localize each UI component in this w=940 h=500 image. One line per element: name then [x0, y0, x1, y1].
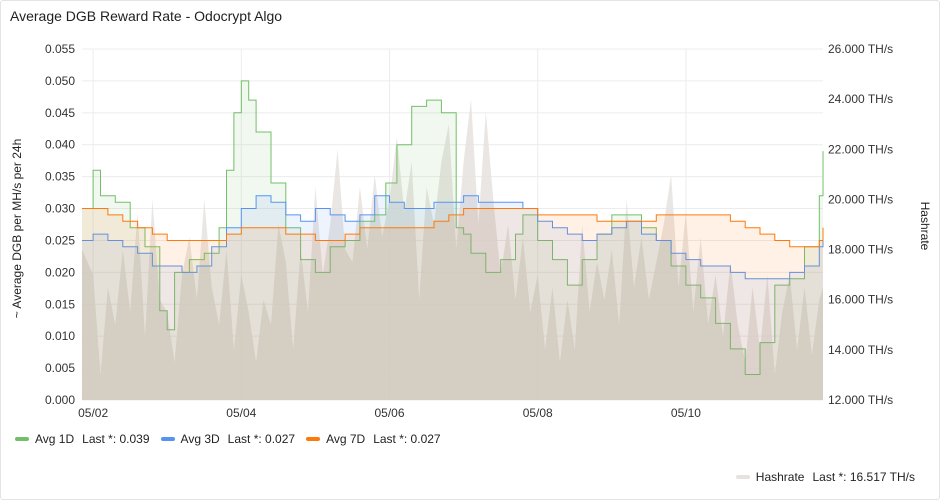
y-tick-label: 0.005	[45, 361, 75, 375]
y2-tick-label: 20.000 TH/s	[828, 192, 893, 206]
y-tick-label: 0.030	[45, 202, 75, 216]
y2-tick-label: 24.000 TH/s	[828, 92, 893, 106]
series-line-avg-7d	[82, 208, 824, 248]
y-axis-title: ~ Average DGB per MH/s per 24h	[10, 139, 24, 319]
series-area-hashrate	[82, 99, 823, 400]
y-tick-label: 0.045	[45, 106, 75, 120]
y2-tick-label: 12.000 TH/s	[828, 393, 893, 407]
legend: Avg 1D Last *: 0.039 Avg 3D Last *: 0.02…	[15, 432, 441, 446]
legend-item-avg-7d[interactable]: Avg 7D Last *: 0.027	[306, 432, 441, 446]
series-line-avg-1d	[82, 80, 824, 375]
y-tick-label: 0.050	[45, 74, 75, 88]
legend-label: Hashrate	[755, 470, 805, 484]
series-area-avg-1d	[82, 80, 823, 401]
y-tick-label: 0.035	[45, 170, 75, 184]
x-tick-label: 05/04	[226, 406, 256, 420]
x-tick-label: 05/06	[374, 406, 404, 420]
y-tick-label: 0.025	[45, 233, 75, 247]
y-tick-label: 0.010	[45, 329, 75, 343]
series-area-avg-7d	[82, 208, 823, 400]
y-tick-label: 0.015	[45, 297, 75, 311]
y2-axis-title: Hashrate	[918, 202, 932, 251]
series-line-avg-3d	[82, 195, 824, 280]
x-tick-label: 05/08	[523, 406, 553, 420]
legend-stat: Last *: 16.517 TH/s	[812, 470, 915, 484]
legend-item-avg-1d[interactable]: Avg 1D Last *: 0.039	[15, 432, 150, 446]
legend-swatch	[160, 437, 175, 441]
legend-stat: Last *: 0.027	[373, 432, 441, 446]
legend-swatch	[735, 475, 750, 479]
legend-label: Avg 3D	[180, 432, 220, 446]
x-tick-label: 05/02	[78, 406, 108, 420]
y2-tick-label: 26.000 TH/s	[828, 42, 893, 56]
chart-svg: 0.055 0.050 0.045 0.040 0.035 0.030 0.025 0.020…	[10, 42, 932, 420]
legend-item-hashrate[interactable]: Hashrate Last *: 16.517 TH/s	[735, 470, 915, 484]
x-tick-label: 05/10	[671, 406, 701, 420]
legend-label: Avg 1D	[35, 432, 75, 446]
series-area-avg-3d	[82, 195, 823, 400]
panel-title[interactable]: Average DGB Reward Rate - Odocrypt Algo	[10, 8, 283, 24]
legend-item-avg-3d[interactable]: Avg 3D Last *: 0.027	[160, 432, 296, 446]
legend-swatch	[306, 437, 321, 441]
y2-tick-label: 22.000 TH/s	[828, 142, 893, 156]
y2-tick-label: 14.000 TH/s	[828, 343, 893, 357]
legend-stat: Last *: 0.039	[82, 432, 150, 446]
y-tick-label: 0.020	[45, 265, 75, 279]
legend-stat: Last *: 0.027	[227, 432, 296, 446]
y2-tick-label: 18.000 TH/s	[828, 243, 893, 257]
legend-label: Avg 7D	[326, 432, 366, 446]
y-tick-label: 0.040	[45, 138, 75, 152]
y2-tick-label: 16.000 TH/s	[828, 293, 893, 307]
legend-swatch	[15, 437, 29, 441]
y-tick-label: 0.055	[45, 42, 75, 56]
y-tick-label: 0.000	[45, 393, 75, 407]
